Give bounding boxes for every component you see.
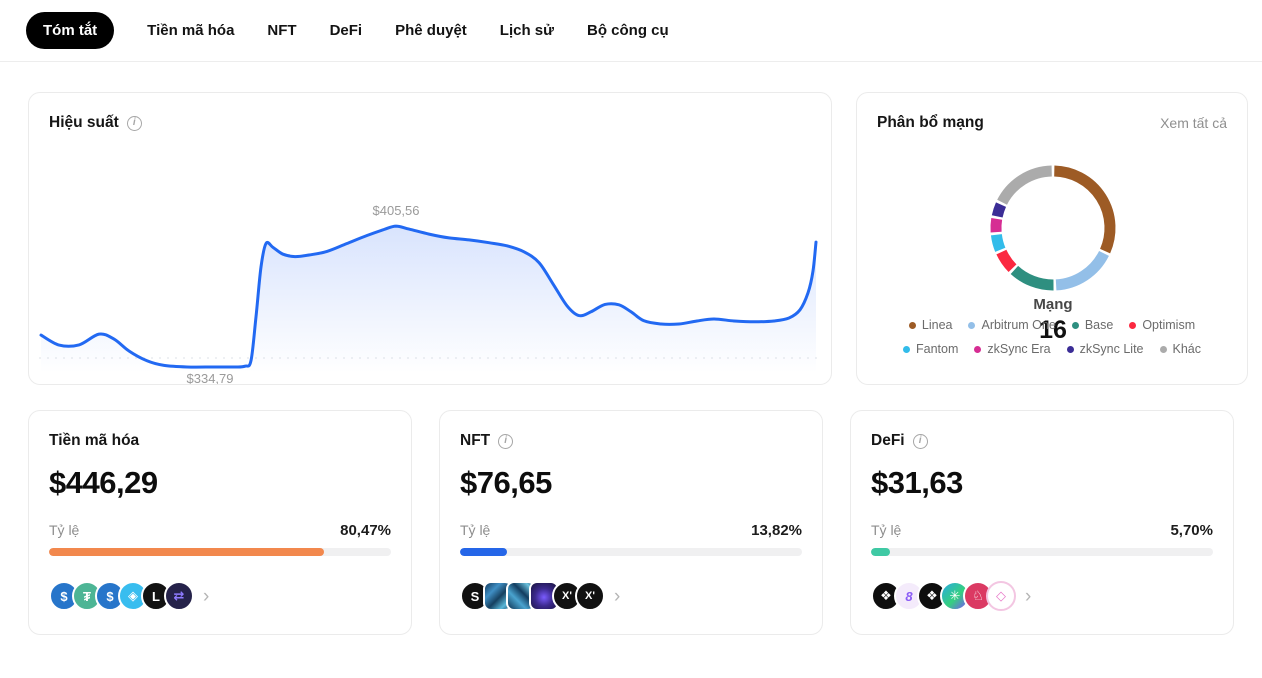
main-content: Hiệu suất i $405,56 $334,79 [0, 62, 1262, 635]
network-donut-chart[interactable]: Mạng 16 [857, 93, 1248, 385]
legend-item[interactable]: Fantom [902, 342, 959, 356]
legend-dot-icon [908, 321, 916, 329]
nav-tab-6[interactable]: Bộ công cụ [587, 22, 669, 39]
asset-icons-row: ❖ 8 ❖ ✳ ♘ ◇ › [871, 581, 1213, 611]
nav-tab-4[interactable]: Phê duyệt [395, 22, 467, 39]
summary-card-value: $31,63 [871, 465, 963, 500]
legend-item[interactable]: zkSync Era [974, 342, 1051, 356]
performance-card: Hiệu suất i $405,56 $334,79 [28, 92, 832, 385]
legend-label: Fantom [915, 342, 959, 356]
chart-line [39, 224, 818, 369]
network-legend: Linea Arbitrum One Base Optimism Fantom … [857, 318, 1247, 384]
nav-tab-0[interactable]: Tóm tắt [26, 12, 115, 49]
asset-icons-row: S X' X' › [460, 581, 802, 611]
donut-segment-base[interactable] [1010, 265, 1054, 291]
donut-segment-fantom[interactable] [990, 233, 1006, 252]
info-icon[interactable]: i [912, 433, 928, 449]
summary-card-tiền-mã-hóa: Tiền mã hóa $446,29 Tỷ lệ 80,47% $ ₮ $ ◈ L ⇄ › [28, 410, 412, 635]
info-icon[interactable]: i [498, 433, 514, 449]
donut-segment-linea[interactable] [1053, 165, 1116, 254]
cube-protocol-icon: ◇ [986, 581, 1016, 611]
donut-segment-optimism[interactable] [996, 249, 1017, 273]
chart-area-fill [41, 226, 816, 373]
ratio-progress-fill [460, 548, 508, 556]
ratio-percent: 13,82% [751, 522, 802, 539]
donut-center-value: 16 [1039, 316, 1067, 344]
summary-card-title: Tiền mã hóa [49, 432, 140, 449]
ratio-progress-track [49, 548, 391, 556]
legend-label: Linea [921, 318, 953, 332]
legend-dot-icon [974, 345, 982, 353]
ratio-progress-fill [49, 548, 325, 556]
ratio-label: Tỷ lệ [460, 522, 491, 538]
performance-line-chart[interactable]: $405,56 $334,79 [29, 93, 832, 385]
nav-tab-3[interactable]: DeFi [329, 22, 363, 39]
legend-item[interactable]: Optimism [1129, 318, 1195, 332]
chart-max-label: $405,56 [373, 203, 420, 218]
chevron-right-icon[interactable]: › [1025, 585, 1032, 607]
donut-segment-khác[interactable] [997, 165, 1053, 205]
info-icon[interactable]: i [126, 115, 142, 131]
view-all-link[interactable]: Xem tất cả [1160, 115, 1227, 131]
ratio-progress-track [460, 548, 802, 556]
network-allocation-card: Mạng 16 Phân bổ mạng Xem tất cả Linea Ar… [856, 92, 1248, 385]
chart-min-label: $334,79 [187, 371, 234, 385]
legend-label: Base [1084, 318, 1114, 332]
summary-card-value: $76,65 [460, 465, 552, 500]
legend-label: Khác [1172, 342, 1202, 356]
legend-dot-icon [1071, 321, 1079, 329]
portfolio-tabs: Tóm tắt Tiền mã hóa NFT DeFi Phê duyệt Lịch s… [0, 0, 1262, 62]
ratio-percent: 80,47% [340, 522, 391, 539]
legend-dot-icon [1066, 345, 1074, 353]
legend-item[interactable]: Linea [908, 318, 953, 332]
legend-label: Arbitrum One [981, 318, 1056, 332]
donut-segment-zksync-lite[interactable] [991, 202, 1007, 218]
donut-segment-zksync-era[interactable] [990, 218, 1003, 233]
summary-card-title: DeFi [871, 432, 905, 449]
ratio-label: Tỷ lệ [49, 522, 80, 538]
legend-dot-icon [968, 321, 976, 329]
summary-card-nft: NFT i $76,65 Tỷ lệ 13,82% S X' X' › [439, 410, 823, 635]
nft-x-badge-icon: X' [575, 581, 605, 611]
legend-item[interactable]: Base [1071, 318, 1114, 332]
donut-center-label: Mạng [1033, 296, 1072, 313]
donut-segment-arbitrum-one[interactable] [1055, 250, 1109, 291]
legend-label: zkSync Era [987, 342, 1051, 356]
legend-item[interactable]: Arbitrum One [968, 318, 1056, 332]
network-title: Phân bổ mạng [877, 114, 984, 131]
summary-card-defi: DeFi i $31,63 Tỷ lệ 5,70% ❖ 8 ❖ ✳ ♘ ◇ › [850, 410, 1234, 635]
summary-card-value: $446,29 [49, 465, 158, 500]
legend-dot-icon [1159, 345, 1167, 353]
legend-label: Optimism [1142, 318, 1196, 332]
ratio-progress-track [871, 548, 1213, 556]
performance-title: Hiệu suất [49, 114, 119, 131]
summary-card-title: NFT [460, 432, 491, 449]
ratio-label: Tỷ lệ [871, 522, 902, 538]
ratio-percent: 5,70% [1170, 522, 1213, 539]
legend-item[interactable]: zkSync Lite [1066, 342, 1144, 356]
nav-tab-1[interactable]: Tiền mã hóa [147, 22, 235, 39]
legend-label: zkSync Lite [1079, 342, 1144, 356]
chevron-right-icon[interactable]: › [614, 585, 621, 607]
nav-tab-2[interactable]: NFT [267, 22, 297, 39]
nav-tab-5[interactable]: Lịch sử [499, 22, 555, 39]
asset-icons-row: $ ₮ $ ◈ L ⇄ › [49, 581, 391, 611]
swap-coin-icon: ⇄ [164, 581, 194, 611]
ratio-progress-fill [871, 548, 891, 556]
chevron-right-icon[interactable]: › [203, 585, 210, 607]
legend-item[interactable]: Khác [1159, 342, 1202, 356]
legend-dot-icon [1129, 321, 1137, 329]
legend-dot-icon [902, 345, 910, 353]
